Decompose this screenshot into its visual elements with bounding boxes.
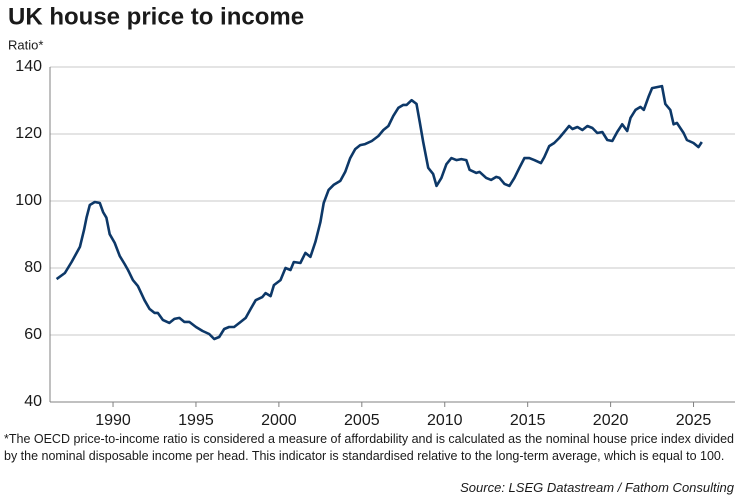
y-tick-label: 80 [24,259,42,276]
x-tick-label: 1995 [178,412,214,429]
y-tick-label: 60 [24,326,42,343]
x-tick-label: 2000 [261,412,297,429]
line [55,84,703,341]
x-tick-label: 2025 [676,412,712,429]
y-tick-label: 100 [15,192,42,209]
x-tick-label: 2015 [510,412,546,429]
chart: UK house price to income Ratio* 40 60 80 10… [8,3,735,429]
y-tick-label: 140 [15,58,42,75]
y-tick-label: 40 [24,393,42,410]
x-tick-label: 1990 [95,412,131,429]
source: Source: LSEG Datastream / Fathom Consult… [460,480,734,495]
y-tick-label: 120 [15,125,42,142]
x-tick-label: 2020 [593,412,629,429]
x-tick-label: 2010 [427,412,463,429]
footnote: *The OECD price-to-income ratio is consi… [4,432,735,463]
chart-title: UK house price to income [8,3,304,30]
x-tick-label: 2005 [344,412,380,429]
subtitle: Ratio* [8,37,43,52]
